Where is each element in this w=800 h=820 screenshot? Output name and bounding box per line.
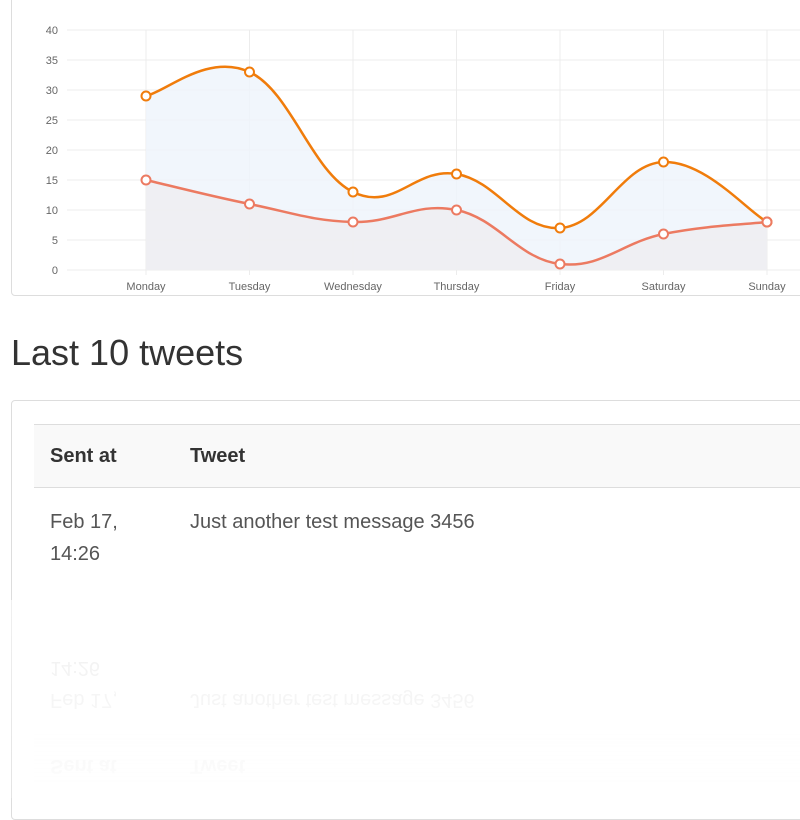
data-point-series-1 bbox=[142, 92, 151, 101]
data-point-series-2 bbox=[556, 260, 565, 269]
tweets-table: Sent at Tweet Feb 17, 14:26 Just another… bbox=[34, 424, 800, 608]
sent-at-time: 14:26 bbox=[50, 538, 150, 570]
x-tick-label: Saturday bbox=[641, 281, 686, 293]
line-chart: 0 5 10 15 20 25 30 35 40 Monday Tuesday Wednesday Th… bbox=[0, 0, 800, 300]
y-tick-label: 5 bbox=[52, 235, 58, 247]
y-tick-label: 40 bbox=[46, 25, 58, 37]
sent-at-date: Feb 17, bbox=[50, 506, 150, 538]
data-point-series-1 bbox=[245, 68, 254, 77]
y-tick-label: 15 bbox=[46, 175, 58, 187]
x-tick-label: Monday bbox=[126, 281, 166, 293]
y-tick-label: 30 bbox=[46, 85, 58, 97]
data-point-series-2 bbox=[349, 218, 358, 227]
data-point-series-1 bbox=[659, 158, 668, 167]
y-tick-label: 0 bbox=[52, 265, 58, 277]
table-row: Feb 17, 14:26 Just another test message … bbox=[34, 488, 800, 608]
data-point-series-1 bbox=[349, 188, 358, 197]
data-point-series-2 bbox=[142, 176, 151, 185]
section-title: Last 10 tweets bbox=[11, 332, 243, 374]
header-tweet: Tweet bbox=[190, 445, 790, 468]
tweet-cell: Just another test message 3456 bbox=[190, 506, 790, 538]
y-tick-label: 25 bbox=[46, 115, 58, 127]
data-point-series-1 bbox=[556, 224, 565, 233]
header-sent-at: Sent at bbox=[50, 445, 150, 468]
x-tick-label: Friday bbox=[545, 281, 576, 293]
table-header-row: Sent at Tweet bbox=[34, 424, 800, 488]
data-point-series-2 bbox=[659, 230, 668, 239]
x-tick-label: Wednesday bbox=[324, 281, 382, 293]
x-tick-label: Tuesday bbox=[229, 281, 271, 293]
x-tick-label: Sunday bbox=[748, 281, 786, 293]
y-tick-label: 35 bbox=[46, 55, 58, 67]
y-tick-label: 20 bbox=[46, 145, 58, 157]
y-tick-label: 10 bbox=[46, 205, 58, 217]
data-point-series-2 bbox=[763, 218, 772, 227]
data-point-series-2 bbox=[245, 200, 254, 209]
data-point-series-1 bbox=[452, 170, 461, 179]
data-point-series-2 bbox=[452, 206, 461, 215]
x-tick-label: Thursday bbox=[434, 281, 480, 293]
sent-at-cell: Feb 17, 14:26 bbox=[50, 506, 150, 570]
